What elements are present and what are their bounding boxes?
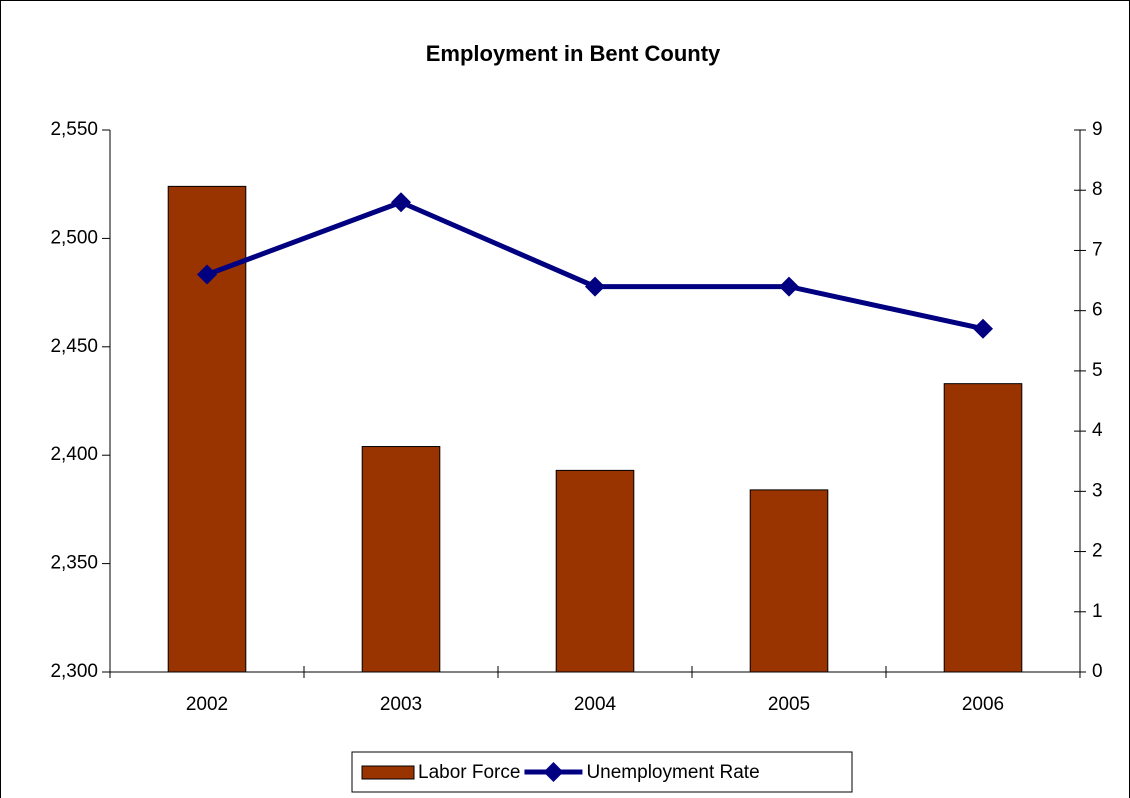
y2-tick-label: 4 xyxy=(1092,420,1103,441)
y2-tick-label: 1 xyxy=(1092,601,1103,622)
y-tick-label: 2,450 xyxy=(50,336,98,357)
x-tick-label: 2006 xyxy=(962,694,1004,715)
legend-label: Unemployment Rate xyxy=(586,762,759,783)
chart-title: Employment in Bent County xyxy=(426,41,721,66)
y2-tick-label: 3 xyxy=(1092,480,1103,501)
bar xyxy=(943,383,1023,673)
line-marker xyxy=(585,276,605,297)
y-tick-label: 2,400 xyxy=(50,444,98,465)
y2-tick-label: 2 xyxy=(1092,541,1103,562)
bar xyxy=(749,489,829,673)
legend-marker xyxy=(543,762,564,782)
y-tick-label: 2,550 xyxy=(50,119,98,140)
line-marker xyxy=(779,276,799,297)
y-tick-label: 2,500 xyxy=(50,227,98,248)
y2-tick-label: 6 xyxy=(1092,300,1103,321)
bar xyxy=(555,469,635,673)
y-tick-label: 2,350 xyxy=(50,553,98,574)
bar xyxy=(361,446,441,673)
x-tick-label: 2003 xyxy=(380,694,422,715)
y2-tick-label: 9 xyxy=(1092,119,1103,140)
y-tick-label: 2,300 xyxy=(50,661,98,682)
line-marker xyxy=(391,192,411,213)
line-marker xyxy=(197,264,217,285)
y2-tick-label: 7 xyxy=(1092,239,1103,260)
y2-tick-label: 0 xyxy=(1092,661,1103,682)
line-marker xyxy=(973,318,993,339)
x-tick-label: 2002 xyxy=(186,694,228,715)
x-tick-label: 2005 xyxy=(768,694,810,715)
legend-box xyxy=(351,751,853,793)
bar xyxy=(167,185,247,673)
y2-tick-label: 8 xyxy=(1092,179,1103,200)
x-tick-label: 2004 xyxy=(574,694,617,715)
legend-label: Labor Force xyxy=(418,762,520,783)
y2-tick-label: 5 xyxy=(1092,360,1103,381)
legend-swatch xyxy=(361,765,415,780)
